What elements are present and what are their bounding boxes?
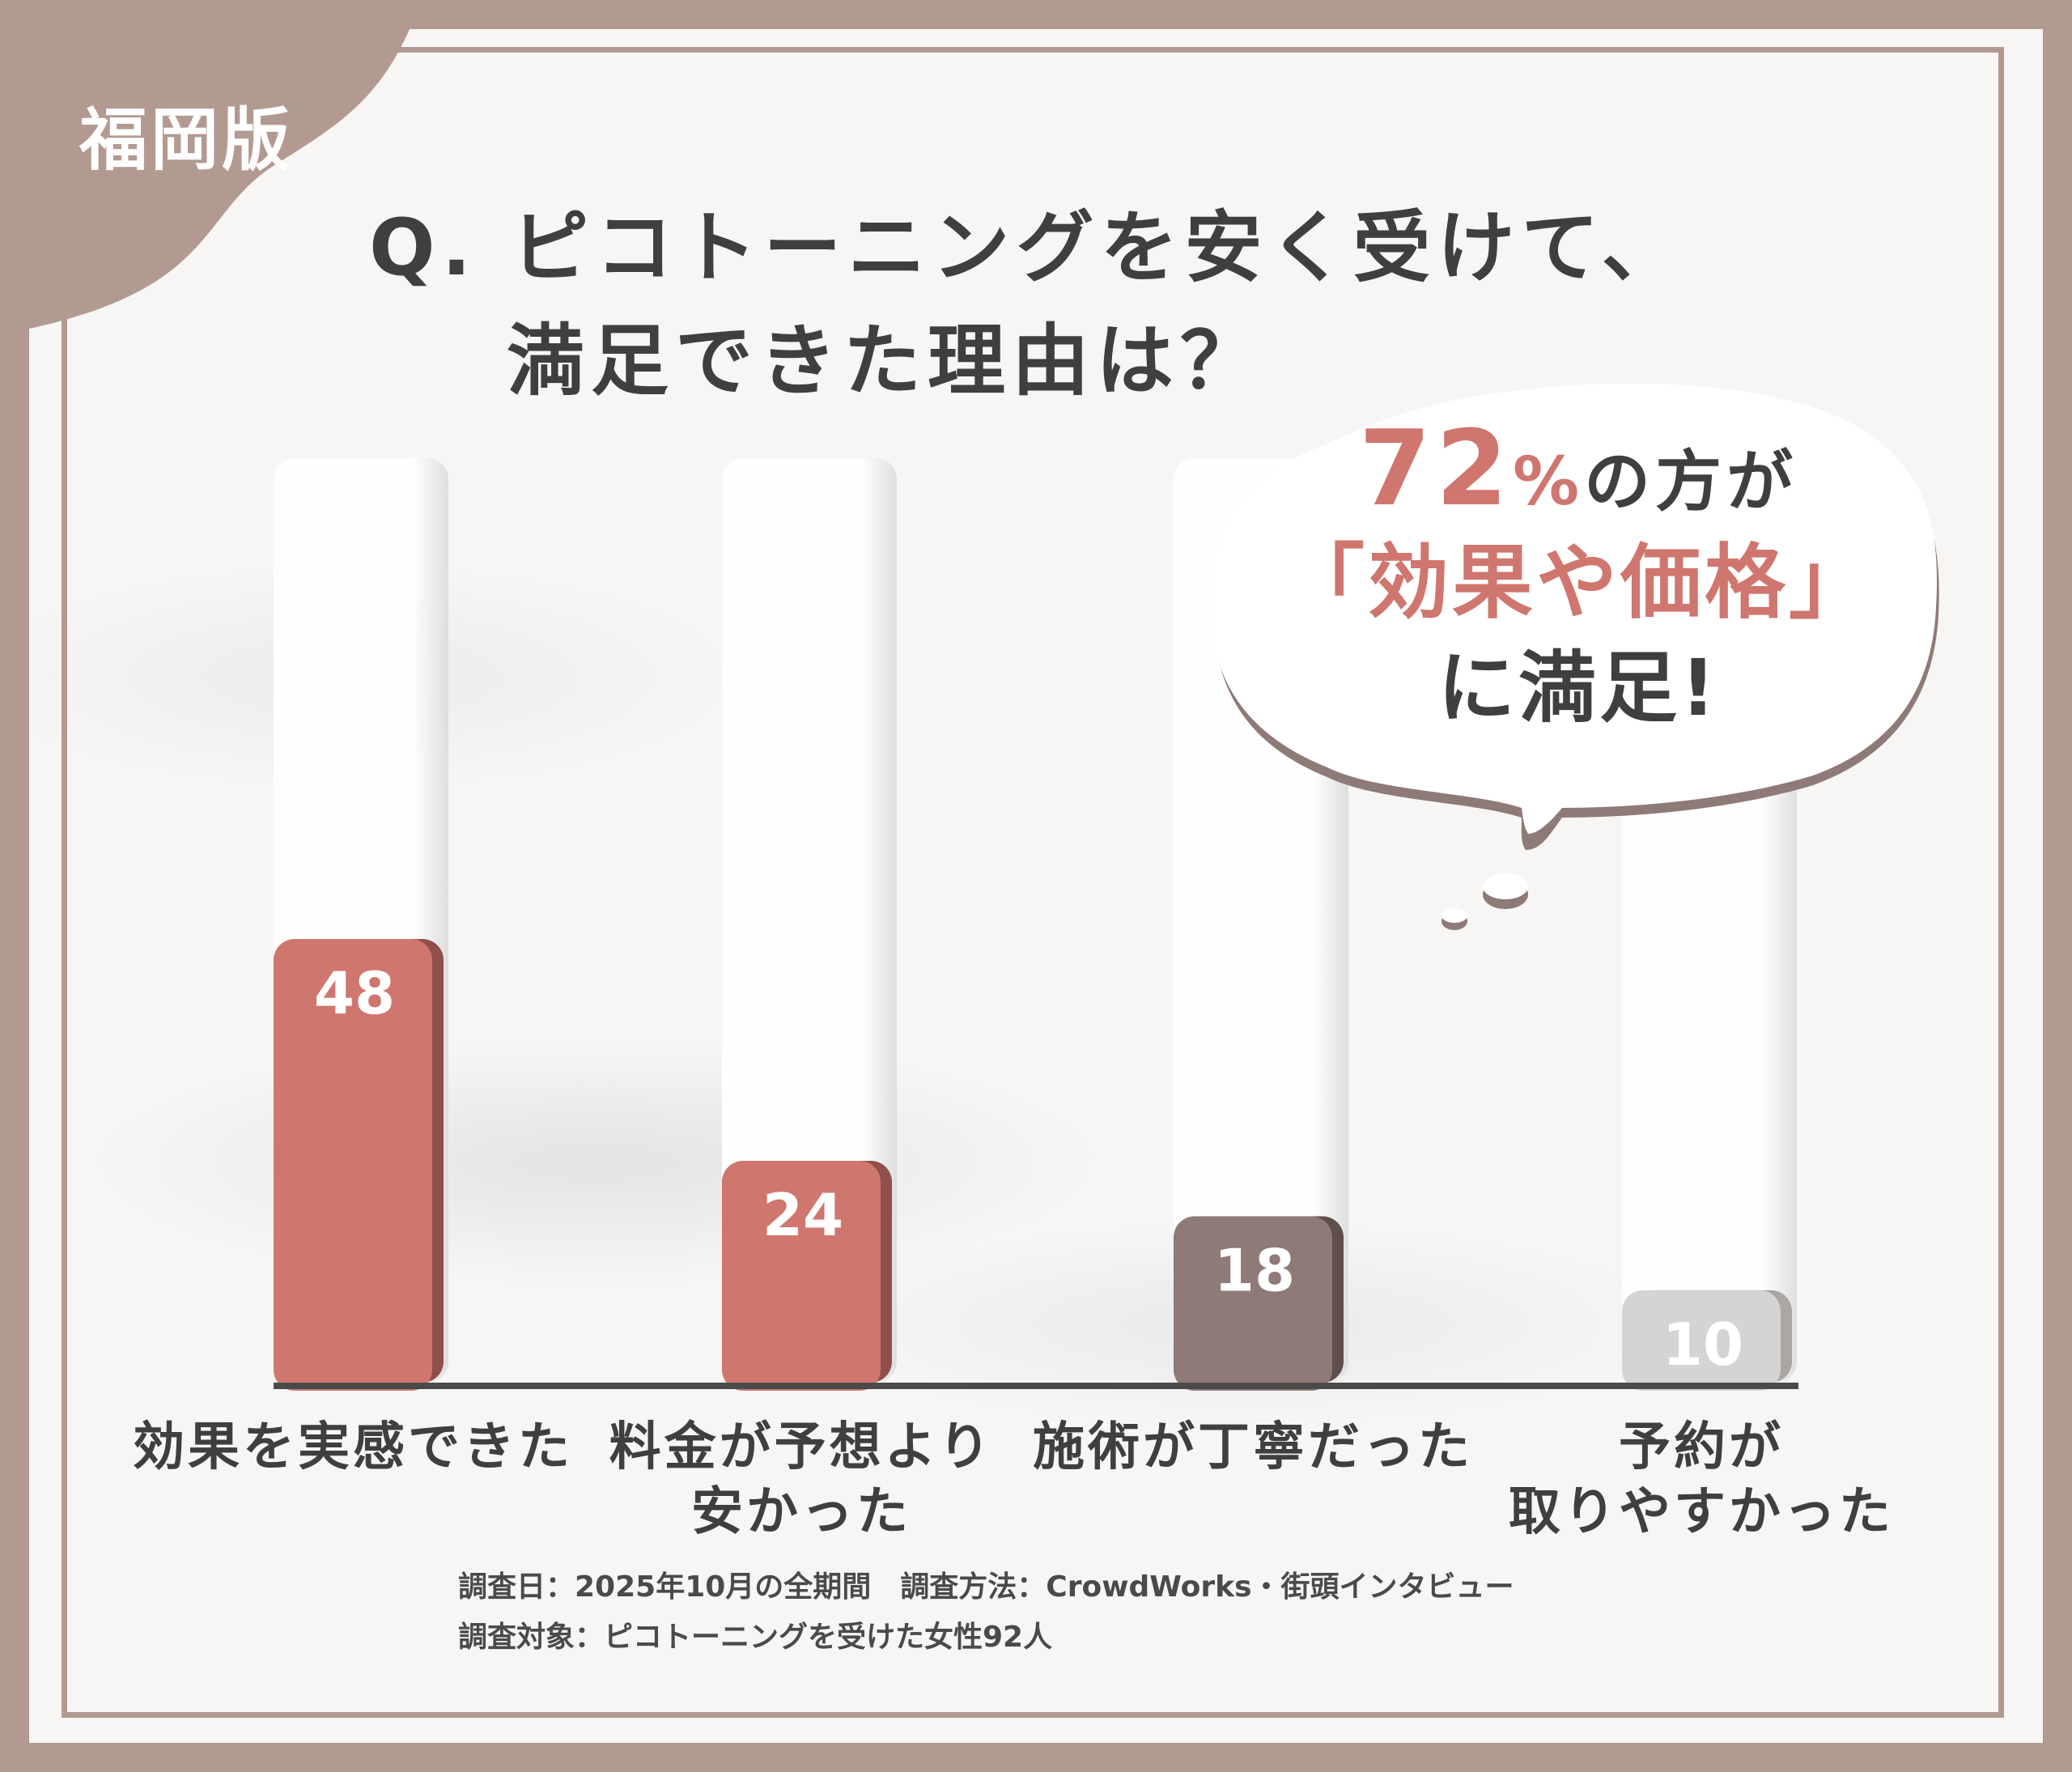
bar-track — [722, 458, 897, 1383]
bar — [274, 939, 432, 1391]
callout-unit: % — [1512, 444, 1585, 521]
region-badge-label: 福岡版 — [79, 100, 294, 180]
inner-frame — [62, 47, 2004, 1718]
survey-footnote-line1: 調査日：2025年10月の全期間 調査方法：CrowdWorks・街頭インタビュ… — [458, 1570, 1514, 1604]
callout-line3: に満足! — [1437, 643, 1719, 733]
question-title-line1: Q. ピコトーニングを安く受けて、 — [369, 202, 1686, 293]
callout-line1: 72%の方が — [1198, 418, 1959, 531]
question-title-line2: 満足できた理由は？ — [507, 316, 1264, 406]
bar-value-label: 10 — [1662, 1311, 1743, 1379]
survey-footnote: 調査日：2025年10月の全期間 調査方法：CrowdWorks・街頭インタビュ… — [458, 1562, 1514, 1663]
question-title: Q. ピコトーニングを安く受けて、 満足できた理由は？ — [369, 191, 1686, 418]
callout-line2: 「効果や価格」 — [1284, 535, 1873, 630]
bar-value-label: 24 — [762, 1181, 843, 1249]
survey-footnote-line2: 調査対象：ピコトーニングを受けた女性92人 — [458, 1621, 1053, 1654]
callout-bubble — [1211, 383, 1939, 930]
callout-text: 72%の方が 「効果や価格」 に満足! — [1198, 418, 1959, 742]
bar-value-label: 48 — [314, 959, 395, 1027]
bar-value-label: 18 — [1214, 1237, 1295, 1305]
bar — [1622, 1290, 1781, 1391]
x-tick-label: 予約が 取りやすかった — [1509, 1417, 1894, 1542]
callout-value: 72 — [1358, 409, 1513, 529]
callout-line1-suffix: の方が — [1584, 444, 1798, 521]
bar — [1174, 1216, 1332, 1391]
bar — [722, 1161, 881, 1391]
x-tick-label: 料金が予想より 安かった — [609, 1417, 994, 1542]
x-tick-label: 効果を実感できた — [133, 1417, 573, 1477]
callout-bubble-body — [1211, 383, 1938, 834]
region-badge-shape — [29, 29, 410, 329]
x-tick-label: 施術が丁寧だった — [1033, 1417, 1473, 1477]
